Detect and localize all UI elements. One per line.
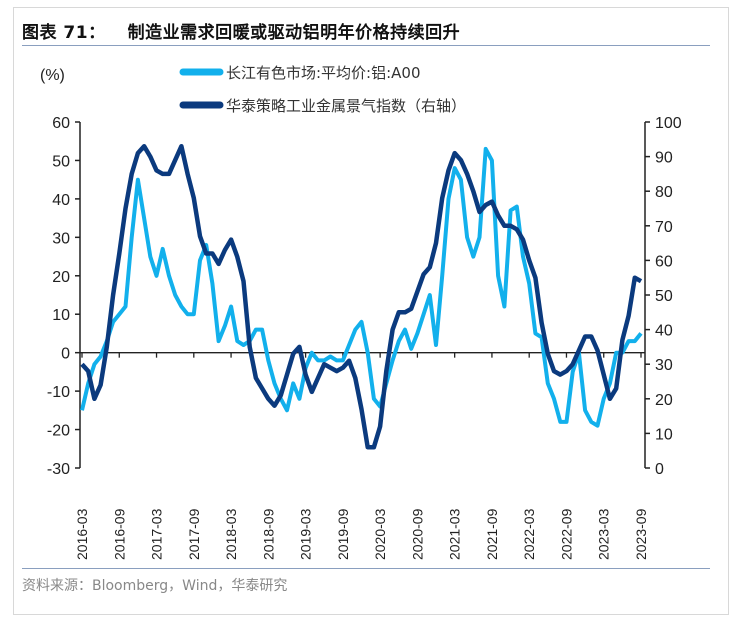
- left-axis-tick-label: 60: [52, 115, 70, 132]
- right-axis-tick-label: 40: [655, 323, 673, 340]
- left-axis-tick-label: 30: [52, 230, 70, 247]
- right-axis-tick-label: 50: [655, 288, 673, 305]
- footer-divider: [22, 568, 710, 569]
- right-axis-tick-label: 30: [655, 357, 673, 374]
- source-note: 资料来源：Bloomberg，Wind，华泰研究: [22, 578, 288, 594]
- title-divider: [22, 45, 710, 46]
- right-axis-tick-label: 60: [655, 253, 673, 270]
- right-axis-tick-label: 70: [655, 219, 673, 236]
- legend-label: 华泰策略工业金属景气指数（右轴）: [226, 97, 466, 115]
- x-axis-tick-label: 2023-09: [633, 508, 649, 560]
- x-axis-tick-label: 2018-09: [260, 508, 276, 560]
- right-axis-tick-label: 100: [655, 115, 682, 132]
- figure-title-text: 制造业需求回暖或驱动铝明年价格持续回升: [127, 23, 461, 43]
- x-axis-tick-label: 2019-09: [335, 508, 351, 560]
- x-axis-tick-label: 2016-03: [74, 508, 90, 560]
- x-axis-tick-label: 2021-03: [447, 508, 463, 560]
- figure-title: 图表 71： 制造业需求回暖或驱动铝明年价格持续回升: [22, 18, 460, 43]
- left-axis-tick-label: -20: [47, 423, 70, 440]
- left-axis-tick-label: 0: [61, 346, 70, 363]
- figure-frame: [13, 7, 729, 615]
- x-axis-tick-label: 2019-03: [298, 508, 314, 560]
- x-axis-tick-label: 2023-03: [596, 508, 612, 560]
- left-axis-tick-label: -30: [47, 461, 70, 478]
- x-axis-tick-label: 2020-03: [372, 508, 388, 560]
- x-axis-tick-label: 2017-09: [186, 508, 202, 560]
- right-axis-tick-label: 10: [655, 426, 673, 443]
- right-axis-tick-label: 0: [655, 461, 664, 478]
- series-line-aluminium-price: [80, 146, 643, 428]
- x-axis-tick-label: 2018-03: [223, 508, 239, 560]
- left-axis-tick-label: 50: [52, 153, 70, 170]
- left-axis-tick-label: 10: [52, 307, 70, 324]
- right-axis-tick-label: 80: [655, 184, 673, 201]
- left-axis-tick-label: -10: [47, 384, 70, 401]
- figure-number: 图表 71：: [22, 23, 106, 43]
- right-axis-tick-label: 90: [655, 150, 673, 167]
- legend-label: 长江有色市场:平均价:铝:A00: [226, 64, 421, 82]
- right-axis-tick-label: 20: [655, 392, 673, 409]
- left-axis-tick-label: 40: [52, 192, 70, 209]
- left-axis-tick-label: 20: [52, 269, 70, 286]
- x-axis-tick-label: 2021-09: [484, 508, 500, 560]
- x-axis-tick-label: 2022-03: [521, 508, 537, 560]
- x-axis-tick-label: 2020-09: [409, 508, 425, 560]
- x-axis-tick-label: 2022-09: [558, 508, 574, 560]
- x-axis-tick-label: 2016-09: [111, 508, 127, 560]
- x-axis-tick-label: 2017-03: [149, 508, 165, 560]
- left-axis-unit: (%): [40, 67, 65, 84]
- series-line-metal-index: [80, 143, 643, 450]
